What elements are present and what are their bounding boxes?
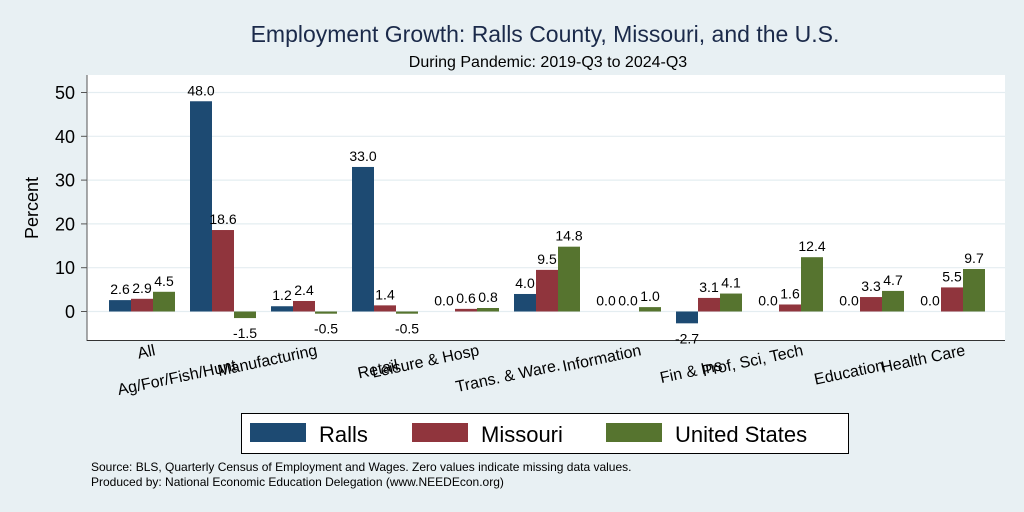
data-label: -1.5 — [233, 325, 257, 341]
legend-box — [241, 413, 849, 454]
bars — [109, 101, 985, 324]
data-label: 2.6 — [110, 281, 130, 297]
data-label: 0.0 — [618, 293, 638, 309]
data-label: 3.3 — [861, 278, 881, 294]
data-label: 0.0 — [839, 293, 859, 309]
data-label: 3.1 — [699, 279, 719, 295]
legend-swatch-united-states — [606, 423, 662, 442]
bar-united-states — [315, 311, 337, 314]
bar-united-states — [963, 269, 985, 312]
y-tick-label: 20 — [55, 214, 75, 234]
chart-subtitle: During Pandemic: 2019-Q3 to 2024-Q3 — [409, 54, 687, 71]
bar-ralls — [190, 101, 212, 312]
data-label: 1.4 — [375, 286, 395, 302]
source-note: Source: BLS, Quarterly Census of Employm… — [91, 460, 631, 474]
bar-missouri — [455, 308, 477, 312]
data-label: 2.4 — [294, 282, 314, 298]
data-label: -0.5 — [314, 321, 338, 337]
y-tick-label: 0 — [65, 302, 75, 322]
legend: Ralls Missouri United States — [241, 413, 849, 454]
data-label: 4.7 — [883, 272, 903, 288]
bar-missouri — [698, 297, 720, 312]
legend-label-missouri: Missouri — [481, 422, 563, 447]
data-label: 0.6 — [456, 290, 476, 306]
data-labels: 2.6 2.9 4.5 48.0 18.6 -1.5 1.2 2.4 -0.5 33.0 1.4 -0… — [110, 82, 984, 346]
data-label: 9.5 — [537, 251, 557, 267]
bar-united-states — [801, 257, 823, 312]
y-axis: 0 10 20 30 40 50 — [55, 83, 87, 322]
data-label: 5.5 — [942, 268, 962, 284]
x-category-label: Trans. & Ware. — [454, 357, 562, 396]
data-label: 0.0 — [434, 293, 454, 309]
bar-united-states — [720, 293, 742, 312]
bar-ralls — [676, 311, 698, 324]
data-label: -0.5 — [395, 321, 419, 337]
data-label: 14.8 — [555, 228, 582, 244]
bar-missouri — [293, 300, 315, 312]
data-label: 12.4 — [798, 238, 825, 254]
bar-missouri — [212, 230, 234, 312]
y-tick-label: 40 — [55, 127, 75, 147]
legend-label-ralls: Ralls — [319, 422, 368, 447]
legend-swatch-ralls — [250, 423, 306, 442]
x-category-label: Education — [813, 357, 886, 388]
data-label: 0.0 — [758, 293, 778, 309]
y-tick-label: 10 — [55, 258, 75, 278]
data-label: 9.7 — [964, 250, 984, 266]
bar-united-states — [558, 246, 580, 312]
data-label: 18.6 — [209, 211, 236, 227]
data-label: 1.2 — [272, 287, 292, 303]
x-category-label: Manufacturing — [216, 342, 319, 380]
y-tick-label: 50 — [55, 83, 75, 103]
y-axis-label: Percent — [22, 177, 42, 239]
data-label: 4.0 — [515, 275, 535, 291]
x-category-label: Health Care — [880, 342, 967, 376]
produced-by-note: Produced by: National Economic Education… — [91, 475, 504, 489]
x-category-label: Leisure & Hosp — [370, 342, 481, 381]
bar-united-states — [153, 291, 175, 312]
data-label: 2.9 — [132, 280, 152, 296]
bar-united-states — [234, 311, 256, 319]
bar-united-states — [882, 290, 904, 312]
bar-ralls — [271, 306, 293, 312]
chart-title: Employment Growth: Ralls County, Missour… — [251, 21, 840, 47]
data-label: 4.5 — [154, 273, 174, 289]
legend-swatch-missouri — [412, 423, 468, 442]
x-category-label: All — [136, 342, 157, 362]
y-tick-label: 30 — [55, 171, 75, 191]
data-label: 1.6 — [780, 285, 800, 301]
legend-label-united-states: United States — [675, 422, 807, 447]
data-label: 1.0 — [640, 288, 660, 304]
data-label: 0.0 — [596, 293, 616, 309]
bar-ralls — [514, 293, 536, 312]
data-label: 0.8 — [478, 289, 498, 305]
data-label: 33.0 — [349, 148, 376, 164]
x-category-label: Prof, Sci, Tech — [701, 342, 805, 380]
bar-united-states — [639, 307, 661, 312]
bar-missouri — [779, 304, 801, 312]
data-label: 0.0 — [920, 293, 940, 309]
bar-missouri — [374, 305, 396, 312]
data-label: -2.7 — [675, 330, 699, 346]
bar-united-states — [396, 311, 418, 314]
bar-missouri — [941, 287, 963, 312]
x-category-label: Information — [561, 342, 643, 375]
data-label: 4.1 — [721, 275, 741, 291]
data-label: 48.0 — [187, 82, 214, 98]
bar-united-states — [477, 307, 499, 312]
bar-ralls — [109, 300, 131, 312]
bar-missouri — [536, 269, 558, 312]
bar-missouri — [131, 298, 153, 312]
bar-ralls — [352, 166, 374, 312]
bar-missouri — [860, 297, 882, 312]
